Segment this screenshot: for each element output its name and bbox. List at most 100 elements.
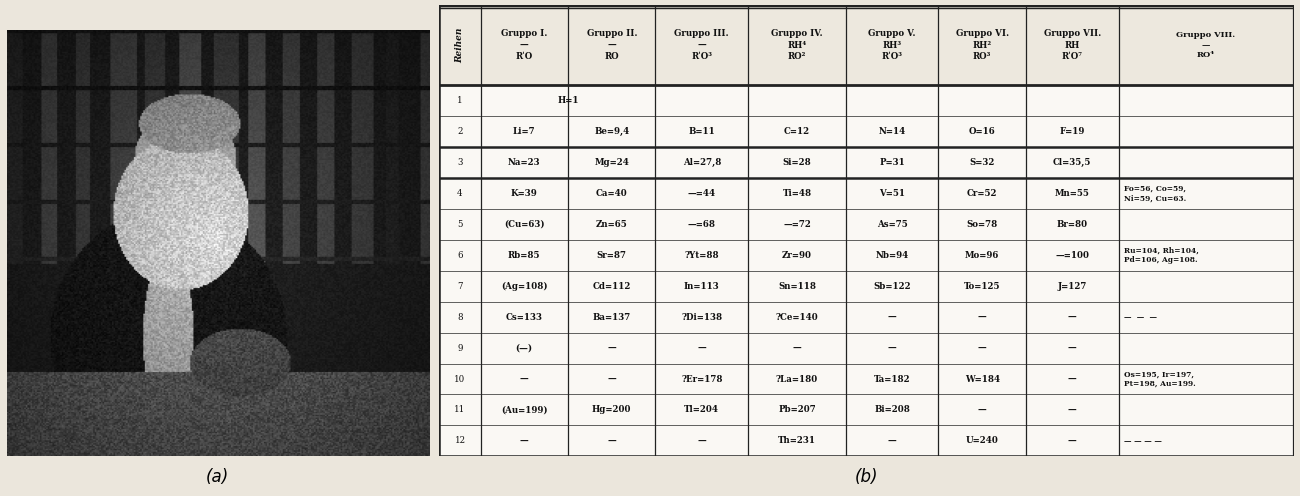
Text: —: — bbox=[1067, 312, 1076, 322]
Text: To=125: To=125 bbox=[965, 282, 1001, 291]
Text: Mo=96: Mo=96 bbox=[965, 251, 1000, 260]
Text: —=44: —=44 bbox=[688, 189, 716, 198]
Text: —: — bbox=[978, 312, 987, 322]
Text: ?Ce=140: ?Ce=140 bbox=[776, 312, 819, 322]
Text: —=68: —=68 bbox=[688, 220, 716, 229]
Text: Fo=56, Co=59,
Ni=59, Cu=63.: Fo=56, Co=59, Ni=59, Cu=63. bbox=[1123, 185, 1186, 202]
Text: (b): (b) bbox=[854, 468, 879, 486]
Text: —: — bbox=[1067, 405, 1076, 415]
Text: Ba=137: Ba=137 bbox=[593, 312, 630, 322]
Text: ?Er=178: ?Er=178 bbox=[681, 374, 723, 383]
Text: Gruppo III.
—
RʹO³: Gruppo III. — RʹO³ bbox=[675, 29, 729, 61]
Text: —: — bbox=[793, 344, 801, 353]
Text: Gruppo VIII.
—
RO⁴: Gruppo VIII. — RO⁴ bbox=[1176, 31, 1235, 59]
Text: ?Yt=88: ?Yt=88 bbox=[685, 251, 719, 260]
Text: P=31: P=31 bbox=[879, 158, 905, 167]
Text: K=39: K=39 bbox=[511, 189, 538, 198]
Text: S=32: S=32 bbox=[970, 158, 994, 167]
Text: Cr=52: Cr=52 bbox=[967, 189, 997, 198]
Text: Tl=204: Tl=204 bbox=[684, 405, 719, 415]
Text: 5: 5 bbox=[458, 220, 463, 229]
Text: 2: 2 bbox=[458, 127, 463, 136]
Text: Sb=122: Sb=122 bbox=[874, 282, 911, 291]
Text: —: — bbox=[1067, 436, 1076, 445]
Text: Pb=207: Pb=207 bbox=[779, 405, 816, 415]
Text: — — — —: — — — — bbox=[1123, 437, 1162, 445]
Text: 11: 11 bbox=[455, 405, 465, 415]
Text: Li=7: Li=7 bbox=[514, 127, 536, 136]
Text: —: — bbox=[697, 436, 706, 445]
Text: Br=80: Br=80 bbox=[1057, 220, 1088, 229]
Text: 7: 7 bbox=[458, 282, 463, 291]
Text: —: — bbox=[888, 436, 897, 445]
Text: Reihen: Reihen bbox=[455, 27, 464, 63]
Text: —: — bbox=[520, 374, 529, 383]
Text: —: — bbox=[607, 436, 616, 445]
Text: (Ag=108): (Ag=108) bbox=[500, 282, 547, 291]
Text: Gruppo II.
—
RO: Gruppo II. — RO bbox=[586, 29, 637, 61]
Text: So=78: So=78 bbox=[967, 220, 998, 229]
Text: Cs=133: Cs=133 bbox=[506, 312, 543, 322]
Text: ?La=180: ?La=180 bbox=[776, 374, 818, 383]
Text: Zr=90: Zr=90 bbox=[783, 251, 812, 260]
Text: Hg=200: Hg=200 bbox=[592, 405, 632, 415]
Text: Ru=104, Rh=104,
Pd=106, Ag=108.: Ru=104, Rh=104, Pd=106, Ag=108. bbox=[1123, 247, 1199, 264]
Text: (a): (a) bbox=[207, 468, 229, 486]
Text: Os=195, Ir=197,
Pt=198, Au=199.: Os=195, Ir=197, Pt=198, Au=199. bbox=[1123, 371, 1196, 388]
Text: 12: 12 bbox=[455, 436, 465, 445]
Text: H=1: H=1 bbox=[558, 96, 579, 105]
Text: 8: 8 bbox=[458, 312, 463, 322]
Text: J=127: J=127 bbox=[1058, 282, 1087, 291]
Text: Gruppo VI.
RH²
RO³: Gruppo VI. RH² RO³ bbox=[956, 29, 1009, 61]
Text: Gruppo I.
—
RʹO: Gruppo I. — RʹO bbox=[500, 29, 547, 61]
Text: Cl=35,5: Cl=35,5 bbox=[1053, 158, 1092, 167]
Text: As=75: As=75 bbox=[876, 220, 907, 229]
Text: Nb=94: Nb=94 bbox=[876, 251, 909, 260]
Text: Cd=112: Cd=112 bbox=[593, 282, 630, 291]
Text: (—): (—) bbox=[516, 344, 533, 353]
Text: W=184: W=184 bbox=[965, 374, 1000, 383]
Text: Zn=65: Zn=65 bbox=[595, 220, 628, 229]
Text: B=11: B=11 bbox=[689, 127, 715, 136]
Text: (Cu=63): (Cu=63) bbox=[504, 220, 545, 229]
Text: Mg=24: Mg=24 bbox=[594, 158, 629, 167]
Text: —=72: —=72 bbox=[783, 220, 811, 229]
Text: Bi=208: Bi=208 bbox=[874, 405, 910, 415]
Text: —  —  —: — — — bbox=[1123, 313, 1157, 321]
Text: ?Di=138: ?Di=138 bbox=[681, 312, 723, 322]
Text: —: — bbox=[520, 436, 529, 445]
Text: Rb=85: Rb=85 bbox=[508, 251, 541, 260]
Text: Ca=40: Ca=40 bbox=[595, 189, 628, 198]
Text: —: — bbox=[607, 344, 616, 353]
Text: 9: 9 bbox=[458, 344, 463, 353]
Text: Sr=87: Sr=87 bbox=[597, 251, 627, 260]
Text: —: — bbox=[978, 405, 987, 415]
Text: U=240: U=240 bbox=[966, 436, 998, 445]
Text: Gruppo V.
RH³
RʹO³: Gruppo V. RH³ RʹO³ bbox=[868, 29, 916, 61]
Text: Na=23: Na=23 bbox=[508, 158, 541, 167]
Text: 3: 3 bbox=[458, 158, 463, 167]
Text: 10: 10 bbox=[455, 374, 465, 383]
Text: —: — bbox=[1067, 374, 1076, 383]
Text: Gruppo VII.
RH
RʹO⁷: Gruppo VII. RH RʹO⁷ bbox=[1044, 29, 1101, 61]
Text: In=113: In=113 bbox=[684, 282, 720, 291]
Text: Al=27,8: Al=27,8 bbox=[682, 158, 722, 167]
Text: —: — bbox=[888, 312, 897, 322]
Text: 6: 6 bbox=[458, 251, 463, 260]
Text: —=100: —=100 bbox=[1056, 251, 1089, 260]
Text: 1: 1 bbox=[458, 96, 463, 105]
Text: Th=231: Th=231 bbox=[777, 436, 816, 445]
Bar bbox=[439, 85, 1294, 456]
Text: F=19: F=19 bbox=[1060, 127, 1086, 136]
Text: V=51: V=51 bbox=[879, 189, 905, 198]
Text: N=14: N=14 bbox=[879, 127, 906, 136]
Text: —: — bbox=[1067, 344, 1076, 353]
Text: Be=9,4: Be=9,4 bbox=[594, 127, 629, 136]
Text: Ti=48: Ti=48 bbox=[783, 189, 811, 198]
Text: O=16: O=16 bbox=[968, 127, 996, 136]
Text: Sn=118: Sn=118 bbox=[777, 282, 816, 291]
Text: Gruppo IV.
RH⁴
RO²: Gruppo IV. RH⁴ RO² bbox=[771, 29, 823, 61]
Text: —: — bbox=[607, 374, 616, 383]
Text: C=12: C=12 bbox=[784, 127, 810, 136]
Text: (Au=199): (Au=199) bbox=[500, 405, 547, 415]
